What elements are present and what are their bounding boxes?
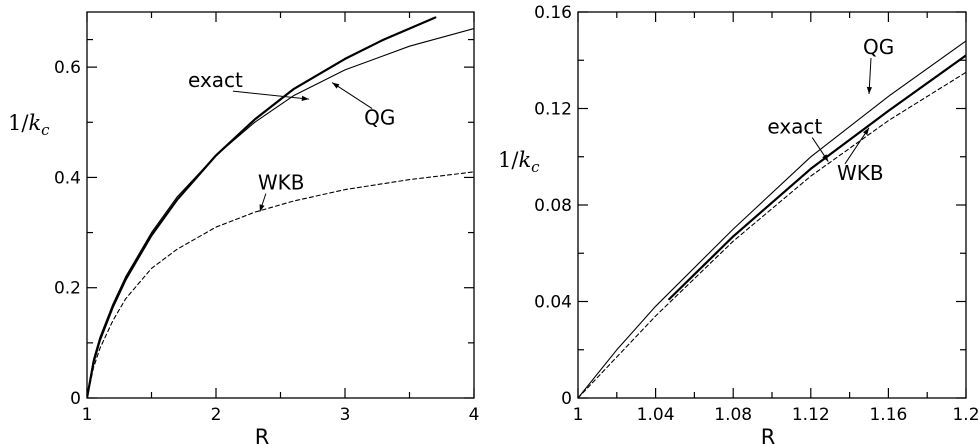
y-tick-label: 0 [70, 389, 81, 409]
panel-right: 1 1.04 1.08 1.12 1.16 1.2 0 0.04 0.08 0.12 0.16 R 1/… [498, 3, 979, 444]
annotation-arrow [331, 82, 373, 110]
annotation-arrowhead [301, 95, 309, 101]
y-tick-label: 0 [561, 389, 572, 409]
annotation-arrowhead [332, 82, 340, 89]
annotation-wkb: WKB [258, 171, 305, 195]
x-tick-label: 1.12 [792, 405, 830, 425]
x-tick-label: 2 [211, 405, 222, 425]
y-tick-label: 0.04 [534, 293, 572, 313]
series-line-exact [668, 54, 966, 301]
annotation-exact: exact [767, 115, 822, 139]
x-tick-label: 1 [82, 405, 93, 425]
series-line-wkb [578, 71, 966, 398]
y-tick-label: 0.16 [534, 3, 572, 23]
x-tick-label: 1.16 [869, 405, 907, 425]
annotation-arrowhead [863, 127, 869, 136]
annotation-arrow [844, 127, 870, 165]
y-axis-label: 1/kc [498, 148, 540, 176]
plot-frame [86, 11, 475, 399]
y-tick-label: 0.2 [54, 279, 81, 299]
y-axis-label: 1/kc [8, 111, 50, 139]
annotation-arrowhead [866, 86, 872, 94]
annotation-exact: exact [188, 68, 243, 92]
x-tick-label: 1.08 [714, 405, 752, 425]
y-tick-label: 0.12 [534, 100, 572, 120]
x-tick-label: 3 [340, 405, 351, 425]
panel-left: 1 2 3 4 0 0.2 0.4 0.6 R 1/kc exact QG WKB [8, 11, 480, 444]
annotation-arrow [232, 90, 309, 100]
y-tick-label: 0.4 [54, 168, 81, 188]
annotation-arrowhead [259, 204, 265, 212]
annotation-wkb: WKB [837, 161, 884, 185]
x-tick-label: 1 [573, 405, 584, 425]
annotation-qg: QG [863, 35, 894, 59]
series-line-qg [87, 27, 474, 398]
x-tick-label: 1.04 [637, 405, 675, 425]
annotation-qg: QG [364, 106, 395, 130]
plot-frame [577, 11, 967, 399]
y-tick-label: 0.6 [54, 58, 81, 78]
y-tick-label: 0.08 [534, 196, 572, 216]
x-axis-label: R [761, 425, 776, 444]
series-line-exact [87, 16, 437, 398]
series-line-qg [578, 40, 966, 398]
x-axis-label: R [255, 425, 270, 444]
x-tick-label: 4 [469, 405, 480, 425]
annotation-arrowhead [822, 154, 829, 162]
series-line-wkb [87, 171, 474, 398]
x-tick-label: 1.2 [952, 405, 979, 425]
